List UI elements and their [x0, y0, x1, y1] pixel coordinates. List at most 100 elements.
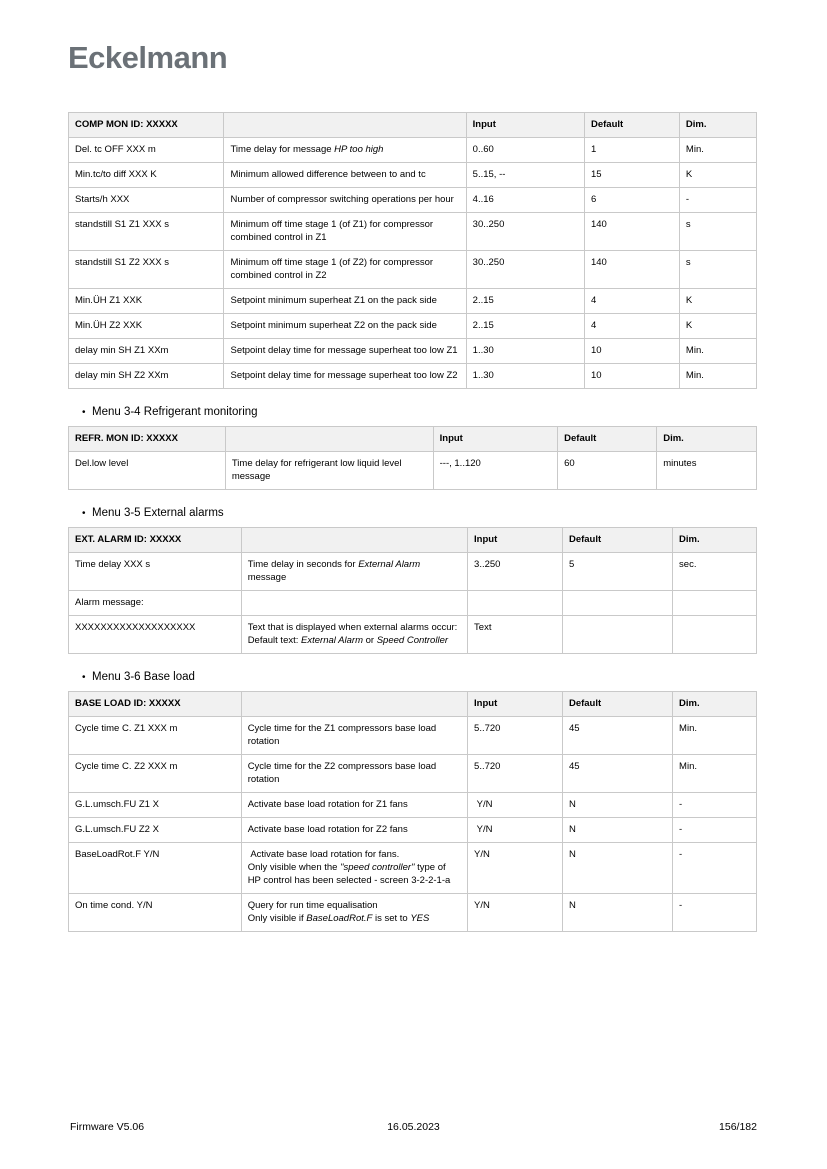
cell-text: 2..15 [472, 295, 494, 306]
table-cell: 30..250 [465, 250, 585, 289]
table-cell: 15 [583, 162, 680, 188]
cell-text: 60 [564, 458, 575, 469]
table-cell: - [672, 792, 757, 818]
table-cell: 1..30 [465, 338, 585, 364]
cell-text: Setpoint minimum superheat Z1 on the pac… [230, 295, 437, 306]
cell-text: Min.ÜH Z1 XXK [75, 295, 143, 306]
cell-text: 140 [590, 257, 607, 268]
table-cell: Y/N [467, 893, 563, 932]
table-row: delay min SH Z1 XXm Setpoint delay time f… [67, 338, 758, 364]
table-cell: Activate base load rotation for Z1 fans [240, 792, 469, 818]
table-cell: Min. [672, 716, 757, 755]
cell-text: 10 [590, 370, 602, 381]
column-header [240, 691, 469, 717]
table-cell: - [672, 842, 757, 894]
bullet-icon: • [82, 508, 86, 519]
cell-text: Min.tc/to diff XXX K [75, 169, 157, 180]
table-cell: Del.low level [68, 451, 226, 490]
column-header: Dim. [678, 112, 758, 138]
cell-text: ---, 1..120 [439, 458, 481, 469]
table-cell: Activate base load rotation for Z2 fans [240, 817, 469, 843]
table-cell: Activate base load rotation for fans. On… [240, 842, 469, 894]
cell-text: K [685, 295, 693, 306]
table-row: BaseLoadRot.F Y/N Activate base load rot… [68, 842, 757, 894]
table-cell: Min. [672, 754, 757, 793]
cell-text: Time delay in seconds for [247, 559, 359, 570]
table-cell: 45 [561, 716, 674, 755]
cell-text: - [679, 849, 683, 860]
cell-text: Minimum allowed difference between to an… [230, 169, 426, 180]
table-cell: ---, 1..120 [432, 451, 559, 490]
cell-text: Cycle time for the Z1 compressors base l… [247, 723, 439, 747]
column-header: Input [465, 112, 585, 138]
cell-text: Cycle time C. Z1 XXX m [75, 723, 178, 734]
cell-text: Minimum off time stage 1 (of Z1) for com… [230, 219, 436, 243]
table-cell: - [672, 893, 757, 932]
cell-text: Setpoint delay time for message superhea… [230, 345, 458, 356]
table-cell: K [678, 288, 758, 314]
cell-text: 2..15 [472, 320, 494, 331]
table-header-row: BASE LOAD ID: XXXXX Input Default Dim. [68, 691, 757, 717]
table-cell: delay min SH Z1 XXm [67, 338, 225, 364]
table-cell: Time delay for message HP too high [223, 137, 467, 163]
table-cell: 3..250 [467, 552, 563, 591]
table-cell: Starts/h XXX [67, 187, 225, 213]
table-cell [672, 590, 757, 616]
table-cell: minutes [656, 451, 757, 490]
table-cell: Min. [678, 137, 758, 163]
table-cell: Y/N [467, 792, 563, 818]
cell-text: Cycle time for the Z2 compressors base l… [247, 761, 439, 785]
table-cell: 5..720 [467, 716, 563, 755]
cell-text: On time cond. Y/N [75, 900, 153, 911]
table-cell: 1..30 [465, 363, 585, 389]
cell-text: s [685, 257, 691, 268]
table-row: Time delay XXX s Time delay in seconds fo… [68, 552, 757, 591]
table-cell: Text [467, 615, 563, 654]
table-cell: 60 [557, 451, 658, 490]
column-header: EXT. ALARM ID: XXXXX [68, 527, 242, 553]
table-cell: Min. [678, 338, 758, 364]
table-row: Del. tc OFF XXX m Time delay for message … [67, 137, 758, 163]
cell-text: 6 [590, 194, 597, 205]
table-cell [561, 590, 674, 616]
table-cell [672, 615, 757, 654]
cell-text-italic: "speed controller" [340, 862, 415, 873]
column-header: Default [557, 426, 658, 452]
cell-text-italic: YES [410, 913, 430, 924]
table-cell: s [678, 212, 758, 251]
table-cell: 2..15 [465, 288, 585, 314]
table-cell: sec. [672, 552, 757, 591]
table-header-row: EXT. ALARM ID: XXXXX Input Default Dim. [68, 527, 757, 553]
cell-text: 10 [590, 345, 602, 356]
cell-text: Y/N [474, 799, 493, 810]
table-cell: 30..250 [465, 212, 585, 251]
column-header: Default [561, 527, 674, 553]
cell-text: 5..720 [474, 761, 501, 772]
table-row: standstill S1 Z2 XXX s Minimum off time s… [67, 250, 758, 289]
section-title-text: Menu 3-6 Base load [92, 671, 195, 683]
cell-text: Y/N [474, 900, 490, 911]
column-header: COMP MON ID: XXXXX [67, 112, 225, 138]
table-cell: 45 [561, 754, 674, 793]
section-title-text: Menu 3-5 External alarms [92, 507, 224, 519]
table-cell: Y/N [467, 842, 563, 894]
column-header: Dim. [656, 426, 757, 452]
cell-text: standstill S1 Z1 XXX s [75, 219, 169, 230]
cell-text: Activate base load rotation for fans. On… [247, 849, 400, 873]
table-row: Min.ÜH Z1 XXK Setpoint minimum superheat … [67, 288, 758, 314]
bullet-icon: • [82, 672, 86, 683]
section-title-text: Menu 3-4 Refrigerant monitoring [92, 406, 258, 418]
parameter-table: BASE LOAD ID: XXXXX Input Default Dim. Cycle… [68, 691, 757, 932]
cell-text: 45 [568, 761, 580, 772]
cell-text: minutes [663, 458, 697, 469]
cell-text-italic: Speed Controller [376, 635, 449, 646]
column-header [224, 426, 434, 452]
table-row: Alarm message: [68, 590, 757, 616]
table-cell: Y/N [467, 817, 563, 843]
table-cell: Setpoint delay time for message superhea… [223, 338, 467, 364]
cell-text: Time delay XXX s [75, 559, 151, 570]
table-row: Min.ÜH Z2 XXK Setpoint minimum superheat … [67, 313, 758, 339]
table-cell: 2..15 [465, 313, 585, 339]
cell-text: 140 [590, 219, 607, 230]
table-cell: K [678, 162, 758, 188]
